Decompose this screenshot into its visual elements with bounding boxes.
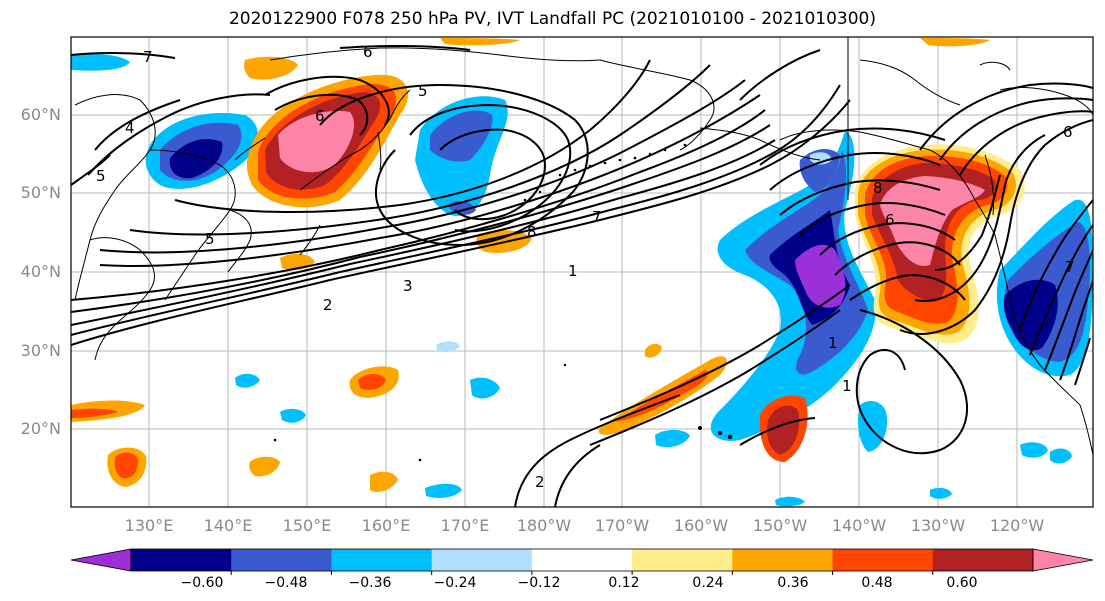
contour-label: 7 bbox=[1065, 258, 1075, 276]
lat-label: 20°N bbox=[21, 419, 61, 438]
lon-label: 150°E bbox=[283, 516, 332, 535]
contour-label: 5 bbox=[205, 230, 215, 248]
colorbar-segment bbox=[832, 549, 934, 571]
colorbar-tick-labels: −0.60 −0.48 −0.36 −0.24 −0.12 0.12 0.24 … bbox=[181, 575, 978, 591]
contour-label: 1 bbox=[568, 262, 578, 280]
lon-label: 170°W bbox=[595, 516, 650, 535]
contour-label: 3 bbox=[403, 277, 413, 295]
colorbar bbox=[70, 548, 1094, 575]
contour-label: 2 bbox=[323, 296, 333, 314]
contour-label: 5 bbox=[96, 167, 106, 185]
lon-label: 170°E bbox=[441, 516, 490, 535]
colorbar-tick-label: −0.60 bbox=[181, 575, 224, 591]
lon-label: 160°W bbox=[674, 516, 729, 535]
colorbar-segment bbox=[231, 549, 332, 571]
colorbar-tick-label: −0.48 bbox=[265, 575, 308, 591]
colorbar-segment bbox=[431, 549, 533, 571]
lon-label: 120°W bbox=[990, 516, 1045, 535]
contour-label: 8 bbox=[527, 223, 537, 241]
colorbar-tick-label: −0.24 bbox=[434, 575, 477, 591]
lat-label: 60°N bbox=[21, 105, 61, 124]
pc-fill-eastern-pacific-blue bbox=[710, 130, 876, 441]
lat-label: 50°N bbox=[21, 183, 61, 202]
colorbar-segment bbox=[932, 549, 1034, 571]
pc-fill-kamchatka-red bbox=[246, 74, 408, 208]
lon-label: 180°W bbox=[517, 516, 572, 535]
contour-label: 6 bbox=[363, 43, 373, 61]
colorbar-tick-label: 0.24 bbox=[692, 575, 723, 591]
colorbar-tick-label: 0.48 bbox=[861, 575, 892, 591]
colorbar-tick-label: 0.60 bbox=[946, 575, 977, 591]
contour-label: 7 bbox=[592, 208, 602, 226]
colorbar-segment bbox=[531, 549, 633, 571]
colorbar-segment bbox=[632, 549, 733, 571]
colorbar-max-extension bbox=[1032, 548, 1094, 572]
contour-label: 8 bbox=[873, 179, 883, 197]
lon-label: 140°E bbox=[204, 516, 253, 535]
colorbar-tick-label: −0.36 bbox=[349, 575, 392, 591]
contour-label: 1 bbox=[842, 377, 852, 395]
contour-label: 6 bbox=[1063, 123, 1073, 141]
colorbar-frame bbox=[130, 548, 1034, 572]
contour-label: 1 bbox=[828, 334, 838, 352]
map-title: 2020122900 F078 250 hPa PV, IVT Landfall… bbox=[228, 9, 876, 29]
colorbar-segment bbox=[331, 549, 433, 571]
islands bbox=[273, 143, 733, 462]
colorbar-tick-label: 0.36 bbox=[777, 575, 808, 591]
colorbar-segment bbox=[131, 549, 232, 571]
pc-fill-gulf-of-alaska-red bbox=[855, 144, 1025, 344]
colorbar-tick-label: −0.12 bbox=[518, 575, 561, 591]
lon-label: 160°E bbox=[362, 516, 411, 535]
latitude-labels: 60°N 50°N 40°N 30°N 20°N bbox=[21, 105, 61, 438]
contour-label: 5 bbox=[418, 82, 428, 100]
contour-label: 6 bbox=[885, 211, 895, 229]
colorbar-min-extension bbox=[70, 548, 132, 572]
lon-label: 140°W bbox=[832, 516, 887, 535]
lon-label: 150°W bbox=[753, 516, 808, 535]
lon-label: 130°E bbox=[125, 516, 174, 535]
map-plot-area: 7 6 5 4 5 6 5 8 7 1 2 3 1 1 2 8 6 6 7 bbox=[71, 37, 1093, 507]
contour-label: 6 bbox=[315, 107, 325, 125]
lon-label: 130°W bbox=[911, 516, 966, 535]
contour-label: 7 bbox=[143, 48, 153, 66]
contour-labels: 7 6 5 4 5 6 5 8 7 1 2 3 1 1 2 8 6 6 7 bbox=[96, 43, 1075, 491]
longitude-labels: 130°E 140°E 150°E 160°E 170°E 180°W 170°… bbox=[125, 516, 1045, 535]
map-frame bbox=[70, 36, 1094, 508]
lat-label: 30°N bbox=[21, 341, 61, 360]
pv-contours bbox=[71, 44, 1093, 507]
colorbar-segment bbox=[732, 549, 834, 571]
colorbar-tick-label: 0.12 bbox=[608, 575, 639, 591]
contour-label: 2 bbox=[535, 473, 545, 491]
contour-label: 4 bbox=[125, 119, 135, 137]
lat-label: 40°N bbox=[21, 262, 61, 281]
